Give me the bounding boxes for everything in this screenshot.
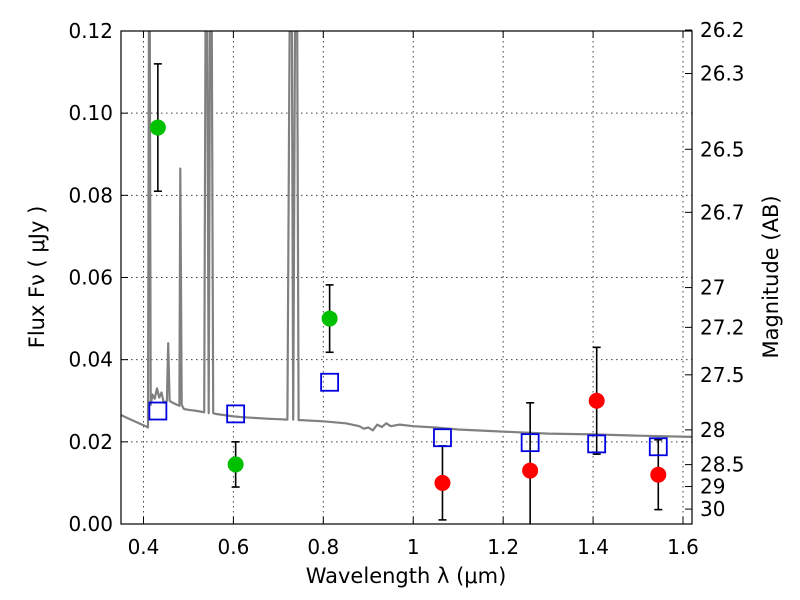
y-tick-label: 0.00 [68, 512, 113, 536]
tick-labels: 0.4 0.6 0.8 1 1.2 1.4 1.6 0.00 0.02 0.04 0.06 0.08 0… [68, 18, 744, 559]
model-square [587, 434, 607, 454]
model-square [320, 372, 340, 392]
plot-area [121, 31, 692, 438]
y2-tick-label: 27.2 [700, 315, 745, 339]
y-tick-label: 0.06 [68, 266, 113, 290]
ticks [121, 29, 692, 525]
data-point [149, 119, 166, 136]
x-axis-title: Wavelength λ (μm) [306, 564, 507, 588]
model-square [520, 433, 540, 453]
markers [148, 63, 668, 524]
x-tick-label: 1.2 [487, 535, 519, 559]
model-square [148, 401, 168, 421]
y2-tick-label: 26.3 [700, 62, 745, 86]
y-tick-label: 0.10 [68, 101, 113, 125]
x-tick-label: 0.8 [307, 535, 339, 559]
y2-tick-label: 28.5 [700, 453, 745, 477]
model-square [433, 428, 452, 448]
x-tick-label: 1.4 [577, 535, 609, 559]
y2-tick-label: 29 [700, 475, 725, 499]
y2-tick-label: 30 [700, 497, 725, 521]
y2-tick-label: 26.7 [700, 200, 745, 224]
y-tick-label: 0.08 [68, 183, 113, 207]
data-point [650, 466, 667, 483]
y2-tick-label: 27 [700, 276, 725, 300]
x-tick-label: 0.4 [128, 535, 160, 559]
y2-axis-title: Magnitude (AB) [759, 195, 783, 358]
data-point [227, 456, 244, 473]
data-point [522, 462, 539, 479]
x-tick-label: 1 [407, 535, 420, 559]
data-point [434, 474, 451, 491]
model-square [226, 404, 246, 424]
y-tick-label: 0.02 [68, 430, 113, 454]
y2-tick-label: 26.5 [700, 137, 745, 161]
data-point [588, 392, 605, 409]
data-point [321, 310, 338, 327]
y-tick-label: 0.12 [68, 19, 113, 43]
x-tick-label: 1.6 [667, 535, 699, 559]
y-tick-label: 0.04 [68, 348, 113, 372]
x-tick-label: 0.6 [217, 535, 249, 559]
y2-tick-label: 26.2 [700, 18, 745, 42]
y2-tick-label: 28 [700, 418, 725, 442]
y-axis-title: Flux Fν ( μJy ) [25, 206, 49, 349]
y2-tick-label: 27.5 [700, 363, 745, 387]
spectrum-line [121, 31, 692, 438]
model-square [648, 437, 668, 457]
